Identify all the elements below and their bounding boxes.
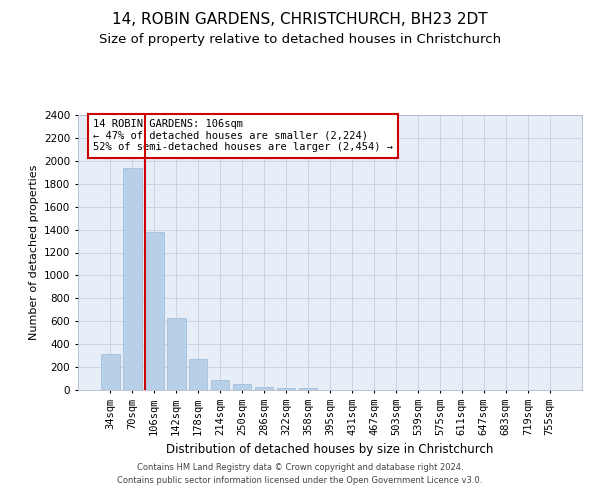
Bar — [167, 318, 185, 390]
Text: Size of property relative to detached houses in Christchurch: Size of property relative to detached ho… — [99, 32, 501, 46]
X-axis label: Distribution of detached houses by size in Christchurch: Distribution of detached houses by size … — [166, 444, 494, 456]
Y-axis label: Number of detached properties: Number of detached properties — [29, 165, 38, 340]
Bar — [277, 388, 295, 390]
Bar — [233, 384, 251, 390]
Bar — [211, 380, 229, 390]
Bar — [255, 387, 274, 390]
Text: 14 ROBIN GARDENS: 106sqm
← 47% of detached houses are smaller (2,224)
52% of sem: 14 ROBIN GARDENS: 106sqm ← 47% of detach… — [93, 119, 393, 152]
Text: Contains HM Land Registry data © Crown copyright and database right 2024.
Contai: Contains HM Land Registry data © Crown c… — [118, 464, 482, 485]
Bar — [101, 354, 119, 390]
Bar — [189, 359, 208, 390]
Text: 14, ROBIN GARDENS, CHRISTCHURCH, BH23 2DT: 14, ROBIN GARDENS, CHRISTCHURCH, BH23 2D… — [112, 12, 488, 28]
Bar — [145, 232, 164, 390]
Bar — [299, 388, 317, 390]
Bar — [123, 168, 142, 390]
